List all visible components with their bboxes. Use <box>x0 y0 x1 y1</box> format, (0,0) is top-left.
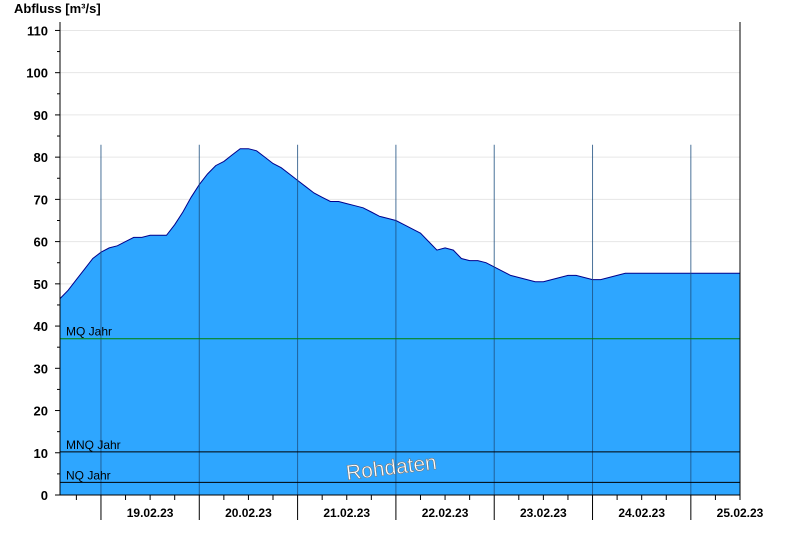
y-tick-label: 10 <box>34 446 48 461</box>
x-tick-label: 22.02.23 <box>422 506 469 520</box>
y-tick-label: 0 <box>41 488 48 503</box>
y-tick-label: 30 <box>34 361 48 376</box>
x-ticks: 19.02.23 20.02.23 21.02.23 22.02.23 23.02.23… <box>75 495 764 520</box>
reference-line-label: MQ Jahr <box>66 325 112 339</box>
y-ticks: 0 10 20 30 40 50 60 70 80 90 100 110 <box>26 23 60 503</box>
day-boundary-lines <box>100 144 692 495</box>
y-tick-label: 70 <box>34 192 48 207</box>
x-tick-label: 19.02.23 <box>127 506 174 520</box>
y-tick-label: 90 <box>34 108 48 123</box>
y-axis-label: Abfluss [m³/s] <box>14 1 101 16</box>
discharge-area-layer <box>59 148 740 495</box>
y-tick-label: 50 <box>34 277 48 292</box>
reference-line-label: NQ Jahr <box>66 468 111 482</box>
y-tick-label: 20 <box>34 404 48 419</box>
x-tick-label: 24.02.23 <box>618 506 665 520</box>
x-tick-label: 23.02.23 <box>520 506 567 520</box>
y-tick-label: 80 <box>34 150 48 165</box>
x-tick-label: 21.02.23 <box>323 506 370 520</box>
discharge-line <box>59 148 740 299</box>
y-tick-label: 100 <box>26 66 48 81</box>
y-tick-label: 40 <box>34 319 48 334</box>
reference-lines: MQ Jahr MNQ Jahr NQ Jahr <box>60 325 740 483</box>
y-tick-label: 60 <box>34 235 48 250</box>
x-tick-label: 25.02.23 <box>717 506 764 520</box>
x-tick-label: 20.02.23 <box>225 506 272 520</box>
discharge-area <box>60 148 740 495</box>
reference-line-label: MNQ Jahr <box>66 438 121 452</box>
y-tick-label: 110 <box>27 23 48 38</box>
axes <box>59 22 741 496</box>
